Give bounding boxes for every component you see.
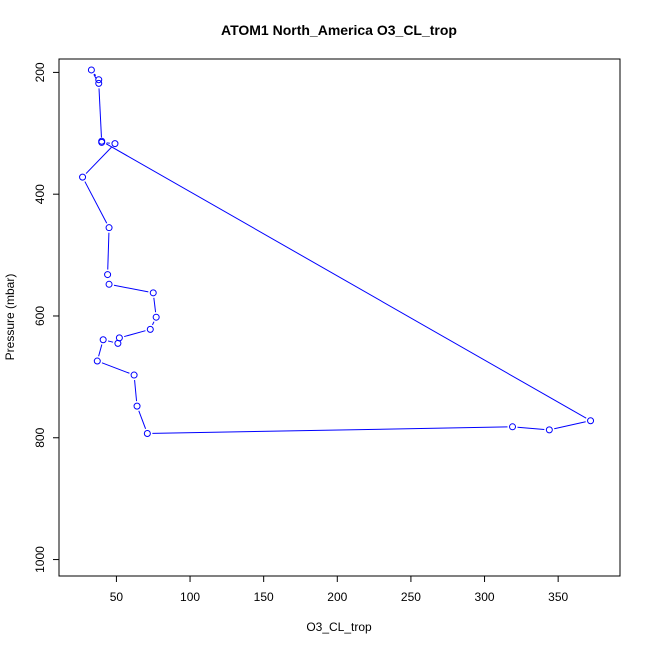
series-segment: [134, 379, 138, 402]
data-point: [509, 423, 517, 431]
x-tick-label: 350: [548, 590, 568, 604]
data-point: [587, 417, 595, 425]
y-tick-label: 600: [33, 306, 47, 326]
x-tick-label: 100: [180, 590, 200, 604]
series-segment: [124, 330, 146, 338]
series-segment: [138, 410, 147, 430]
x-tick-label: 250: [401, 590, 421, 604]
data-point: [98, 137, 106, 145]
series-segment: [152, 321, 155, 326]
data-point: [105, 280, 113, 288]
data-point: [93, 357, 101, 365]
data-point: [95, 76, 103, 84]
plot-frame: [58, 58, 621, 577]
series-segment: [94, 73, 97, 77]
x-tick-label: 50: [110, 590, 124, 604]
y-tick-label: 800: [33, 427, 47, 447]
data-point: [87, 66, 95, 74]
series-segment: [98, 344, 103, 357]
y-axis: 200 400 600 800 1000: [33, 62, 59, 573]
x-axis: 50 100 150 200 250 300 350: [110, 576, 568, 604]
series-segment: [84, 181, 108, 224]
chart-title: ATOM1 North_America O3_CL_trop: [221, 22, 457, 38]
data-point: [104, 271, 112, 279]
y-axis-label: Pressure (mbar): [3, 274, 17, 361]
y-tick-label: 400: [33, 184, 47, 204]
series-segment: [517, 426, 545, 430]
series-segment: [105, 143, 587, 419]
series-segment: [107, 340, 114, 343]
data-point: [79, 173, 87, 181]
x-axis-label: O3_CL_trop: [306, 620, 372, 634]
series-segment: [113, 284, 149, 293]
data-point: [111, 140, 119, 148]
series-segment: [554, 421, 586, 430]
data-point: [130, 371, 138, 379]
series-segment: [152, 426, 508, 434]
data-point: [95, 79, 103, 87]
data-point: [149, 289, 157, 297]
data-point: [545, 426, 553, 434]
y-tick-label: 1000: [33, 546, 47, 573]
x-tick-label: 300: [475, 590, 495, 604]
series-segment: [107, 232, 110, 270]
series-segment: [98, 88, 102, 138]
data-point: [146, 325, 154, 333]
x-tick-label: 150: [254, 590, 274, 604]
data-point: [143, 430, 151, 438]
data-point: [133, 402, 141, 410]
x-tick-label: 200: [327, 590, 347, 604]
y-tick-label: 200: [33, 62, 47, 82]
data-point: [105, 224, 113, 232]
series-segment: [85, 146, 112, 174]
data-point: [152, 313, 160, 321]
series-segment: [101, 362, 130, 374]
data-point: [99, 336, 107, 344]
series-segment: [153, 297, 157, 313]
series-line-and-points: [79, 66, 595, 438]
data-point: [114, 339, 122, 347]
